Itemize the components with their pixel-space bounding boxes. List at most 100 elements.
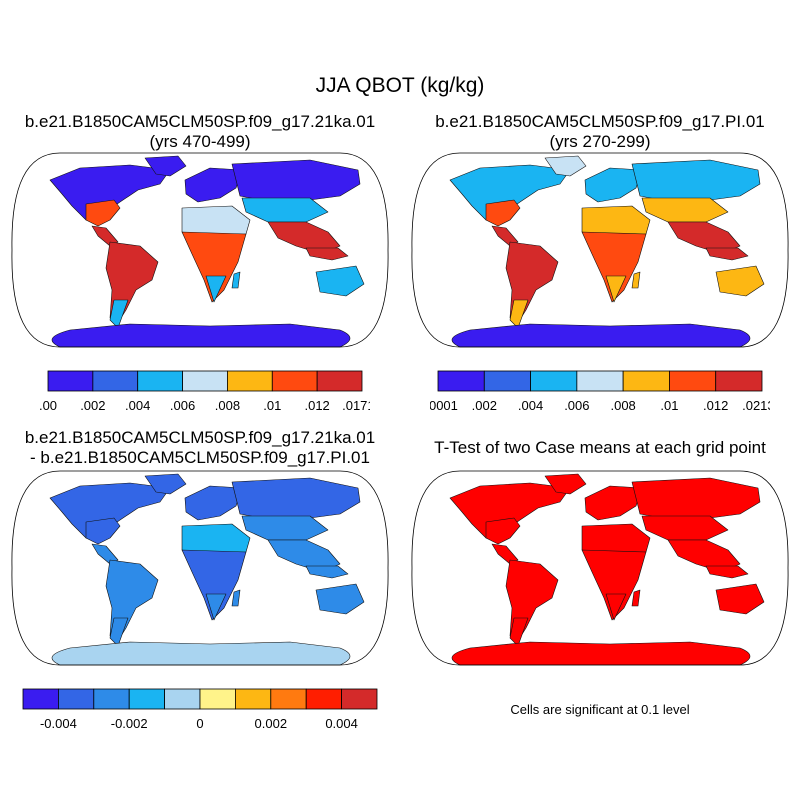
colorbar-tick-label: -0.002 <box>111 716 148 731</box>
madagascar <box>631 271 641 289</box>
colorbar-tick-label: .006 <box>564 398 589 413</box>
panel-title-case2-line1: b.e21.B1850CAM5CLM50SP.f09_g17.PI.01 <box>435 112 765 131</box>
africa-south <box>205 275 227 303</box>
colorbar-difference: -0.004 -0.002 0 0.002 0.004 <box>22 688 378 731</box>
us-east-coast <box>85 517 121 545</box>
europe <box>584 485 643 521</box>
indonesia <box>305 247 349 261</box>
panel-title-difference-line1: b.e21.B1850CAM5CLM50SP.f09_g17.21ka.01 <box>24 428 376 447</box>
antarctica <box>451 641 751 666</box>
africa-south <box>205 593 227 621</box>
asia <box>231 477 361 521</box>
map-case1 <box>11 152 389 348</box>
colorbar-tick-label: .002 <box>80 398 105 413</box>
australia <box>715 583 765 615</box>
europe <box>184 167 243 203</box>
panel-title-case1-line1: b.e21.B1850CAM5CLM50SP.f09_g17.21ka.01 <box>24 112 376 131</box>
europe <box>584 167 643 203</box>
colorbar-swatch <box>164 688 201 710</box>
africa <box>581 549 647 621</box>
significance-note: Cells are significant at 0.1 level <box>510 702 690 717</box>
colorbar-swatch <box>58 688 95 710</box>
colorbar-tick-label: .004 <box>518 398 543 413</box>
australia <box>315 265 365 297</box>
africa <box>581 231 647 303</box>
colorbar-tick-label: .00001 <box>430 398 458 413</box>
panel-title-case1: b.e21.B1850CAM5CLM50SP.f09_g17.21ka.01 (… <box>10 112 390 152</box>
colorbar-swatch <box>47 370 94 392</box>
colorbar-swatch <box>576 370 624 392</box>
figure-title: JJA QBOT (kg/kg) <box>315 74 485 97</box>
colorbar-tick-label: 0.004 <box>325 716 358 731</box>
colorbar-case2: .00001 .002 .004 .006 .008 .01 .012 .02134 <box>430 370 770 413</box>
colorbar-tick-label: .006 <box>170 398 195 413</box>
colorbar-swatch <box>483 370 531 392</box>
map-border <box>411 470 789 666</box>
colorbar-tick-label: .012 <box>703 398 728 413</box>
colorbar-swatch <box>199 688 236 710</box>
colorbar-tick-label: 0 <box>196 716 203 731</box>
panel-title-difference-line2: - b.e21.B1850CAM5CLM50SP.f09_g17.PI.01 <box>30 448 370 467</box>
us-east-coast <box>485 517 521 545</box>
colorbar-swatch <box>22 688 59 710</box>
colorbar-tick-label: .008 <box>610 398 635 413</box>
panel-title-case2-line2: (yrs 270-299) <box>549 132 651 151</box>
asia <box>631 477 761 521</box>
colorbar-swatch <box>341 688 378 710</box>
us-east-coast <box>85 199 121 227</box>
panel-title-difference: b.e21.B1850CAM5CLM50SP.f09_g17.21ka.01 -… <box>10 428 390 468</box>
asia <box>631 159 761 203</box>
greenland <box>144 473 187 495</box>
colorbar-swatch <box>227 370 273 392</box>
europe <box>184 485 243 521</box>
australia <box>715 265 765 297</box>
colorbar-swatch <box>530 370 578 392</box>
colorbar-tick-label: .002 <box>472 398 497 413</box>
north-america <box>49 164 171 225</box>
africa <box>181 549 247 621</box>
map-difference <box>11 470 389 666</box>
colorbar-swatch <box>92 370 139 392</box>
colorbar-tick-label: .01713 <box>342 398 370 413</box>
indonesia <box>305 565 349 579</box>
antarctica <box>451 323 751 348</box>
madagascar <box>631 589 641 607</box>
colorbar-tick-label: 0.002 <box>255 716 288 731</box>
colorbar-swatch <box>669 370 717 392</box>
colorbar-case1: .00 .002 .004 .006 .008 .01 .012 .01713 <box>40 370 370 413</box>
map-border <box>411 152 789 348</box>
north-america <box>449 164 571 225</box>
madagascar <box>231 271 241 289</box>
antarctica <box>51 641 351 666</box>
greenland <box>544 155 587 177</box>
colorbar-tick-label: .02134 <box>742 398 770 413</box>
colorbar-tick-label: .004 <box>125 398 150 413</box>
panel-title-ttest: T-Test of two Case means at each grid po… <box>434 438 766 457</box>
map-ttest <box>411 470 789 666</box>
north-america <box>449 482 571 543</box>
colorbar-tick-label: -0.004 <box>40 716 77 731</box>
antarctica <box>51 323 351 348</box>
australia <box>315 583 365 615</box>
colorbar-swatch <box>715 370 763 392</box>
us-east-coast <box>485 199 521 227</box>
north-america <box>49 482 171 543</box>
map-case2 <box>411 152 789 348</box>
panel-title-case1-line2: (yrs 470-499) <box>149 132 251 151</box>
colorbar-tick-label: .00 <box>40 398 57 413</box>
colorbar-swatch <box>128 688 165 710</box>
colorbar-swatch <box>316 370 363 392</box>
asia <box>231 159 361 203</box>
colorbar-tick-label: .01 <box>660 398 678 413</box>
colorbar-swatch <box>137 370 183 392</box>
greenland <box>544 473 587 495</box>
colorbar-tick-label: .01 <box>263 398 281 413</box>
panel-title-case2: b.e21.B1850CAM5CLM50SP.f09_g17.PI.01 (yr… <box>410 112 790 152</box>
colorbar-swatch <box>622 370 670 392</box>
madagascar <box>231 589 241 607</box>
colorbar-swatch <box>234 688 272 710</box>
africa-south <box>605 593 627 621</box>
colorbar-swatch <box>93 688 130 710</box>
map-border <box>11 470 389 666</box>
colorbar-tick-label: .012 <box>304 398 329 413</box>
